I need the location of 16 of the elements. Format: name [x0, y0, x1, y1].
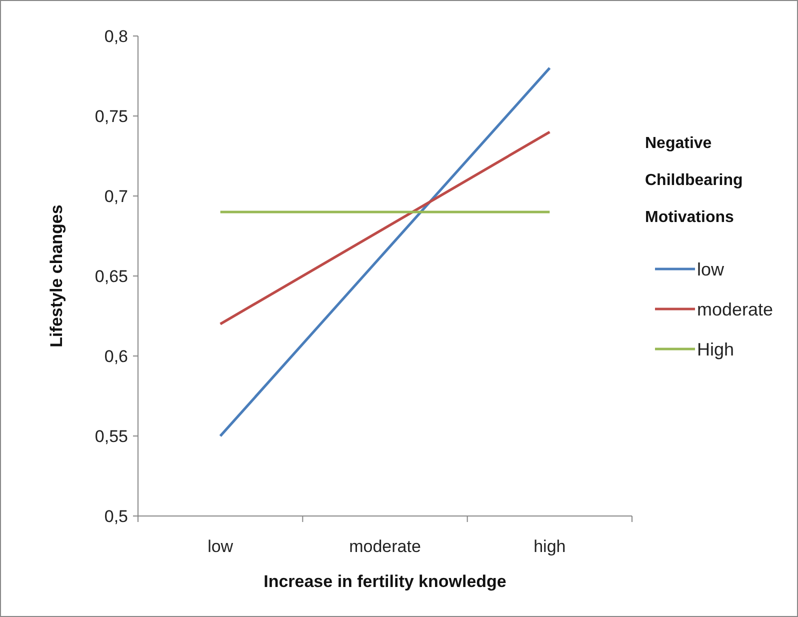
y-tick-label: 0,55 [94, 426, 128, 446]
x-axis-title: Increase in fertility knowledge [264, 572, 506, 591]
text: Negative Childbearing Motivations [645, 135, 743, 226]
x-tick-label: high [534, 537, 566, 556]
x-tick-label: moderate [349, 537, 421, 556]
legend-label: moderate [697, 299, 774, 320]
legend-label: low [697, 259, 726, 280]
y-tick-label: 0,75 [94, 106, 128, 126]
y-tick-label: 0,6 [104, 346, 128, 366]
y-axis-title: Lifestyle changes [47, 204, 66, 348]
y-tick-label: 0,5 [104, 506, 128, 526]
y-tick-label: 0,65 [94, 266, 128, 286]
y-tick-label: 0,7 [104, 186, 128, 206]
y-tick-label: 0,8 [104, 26, 128, 46]
legend-label: High [697, 339, 734, 360]
x-tick-label: low [208, 537, 234, 556]
